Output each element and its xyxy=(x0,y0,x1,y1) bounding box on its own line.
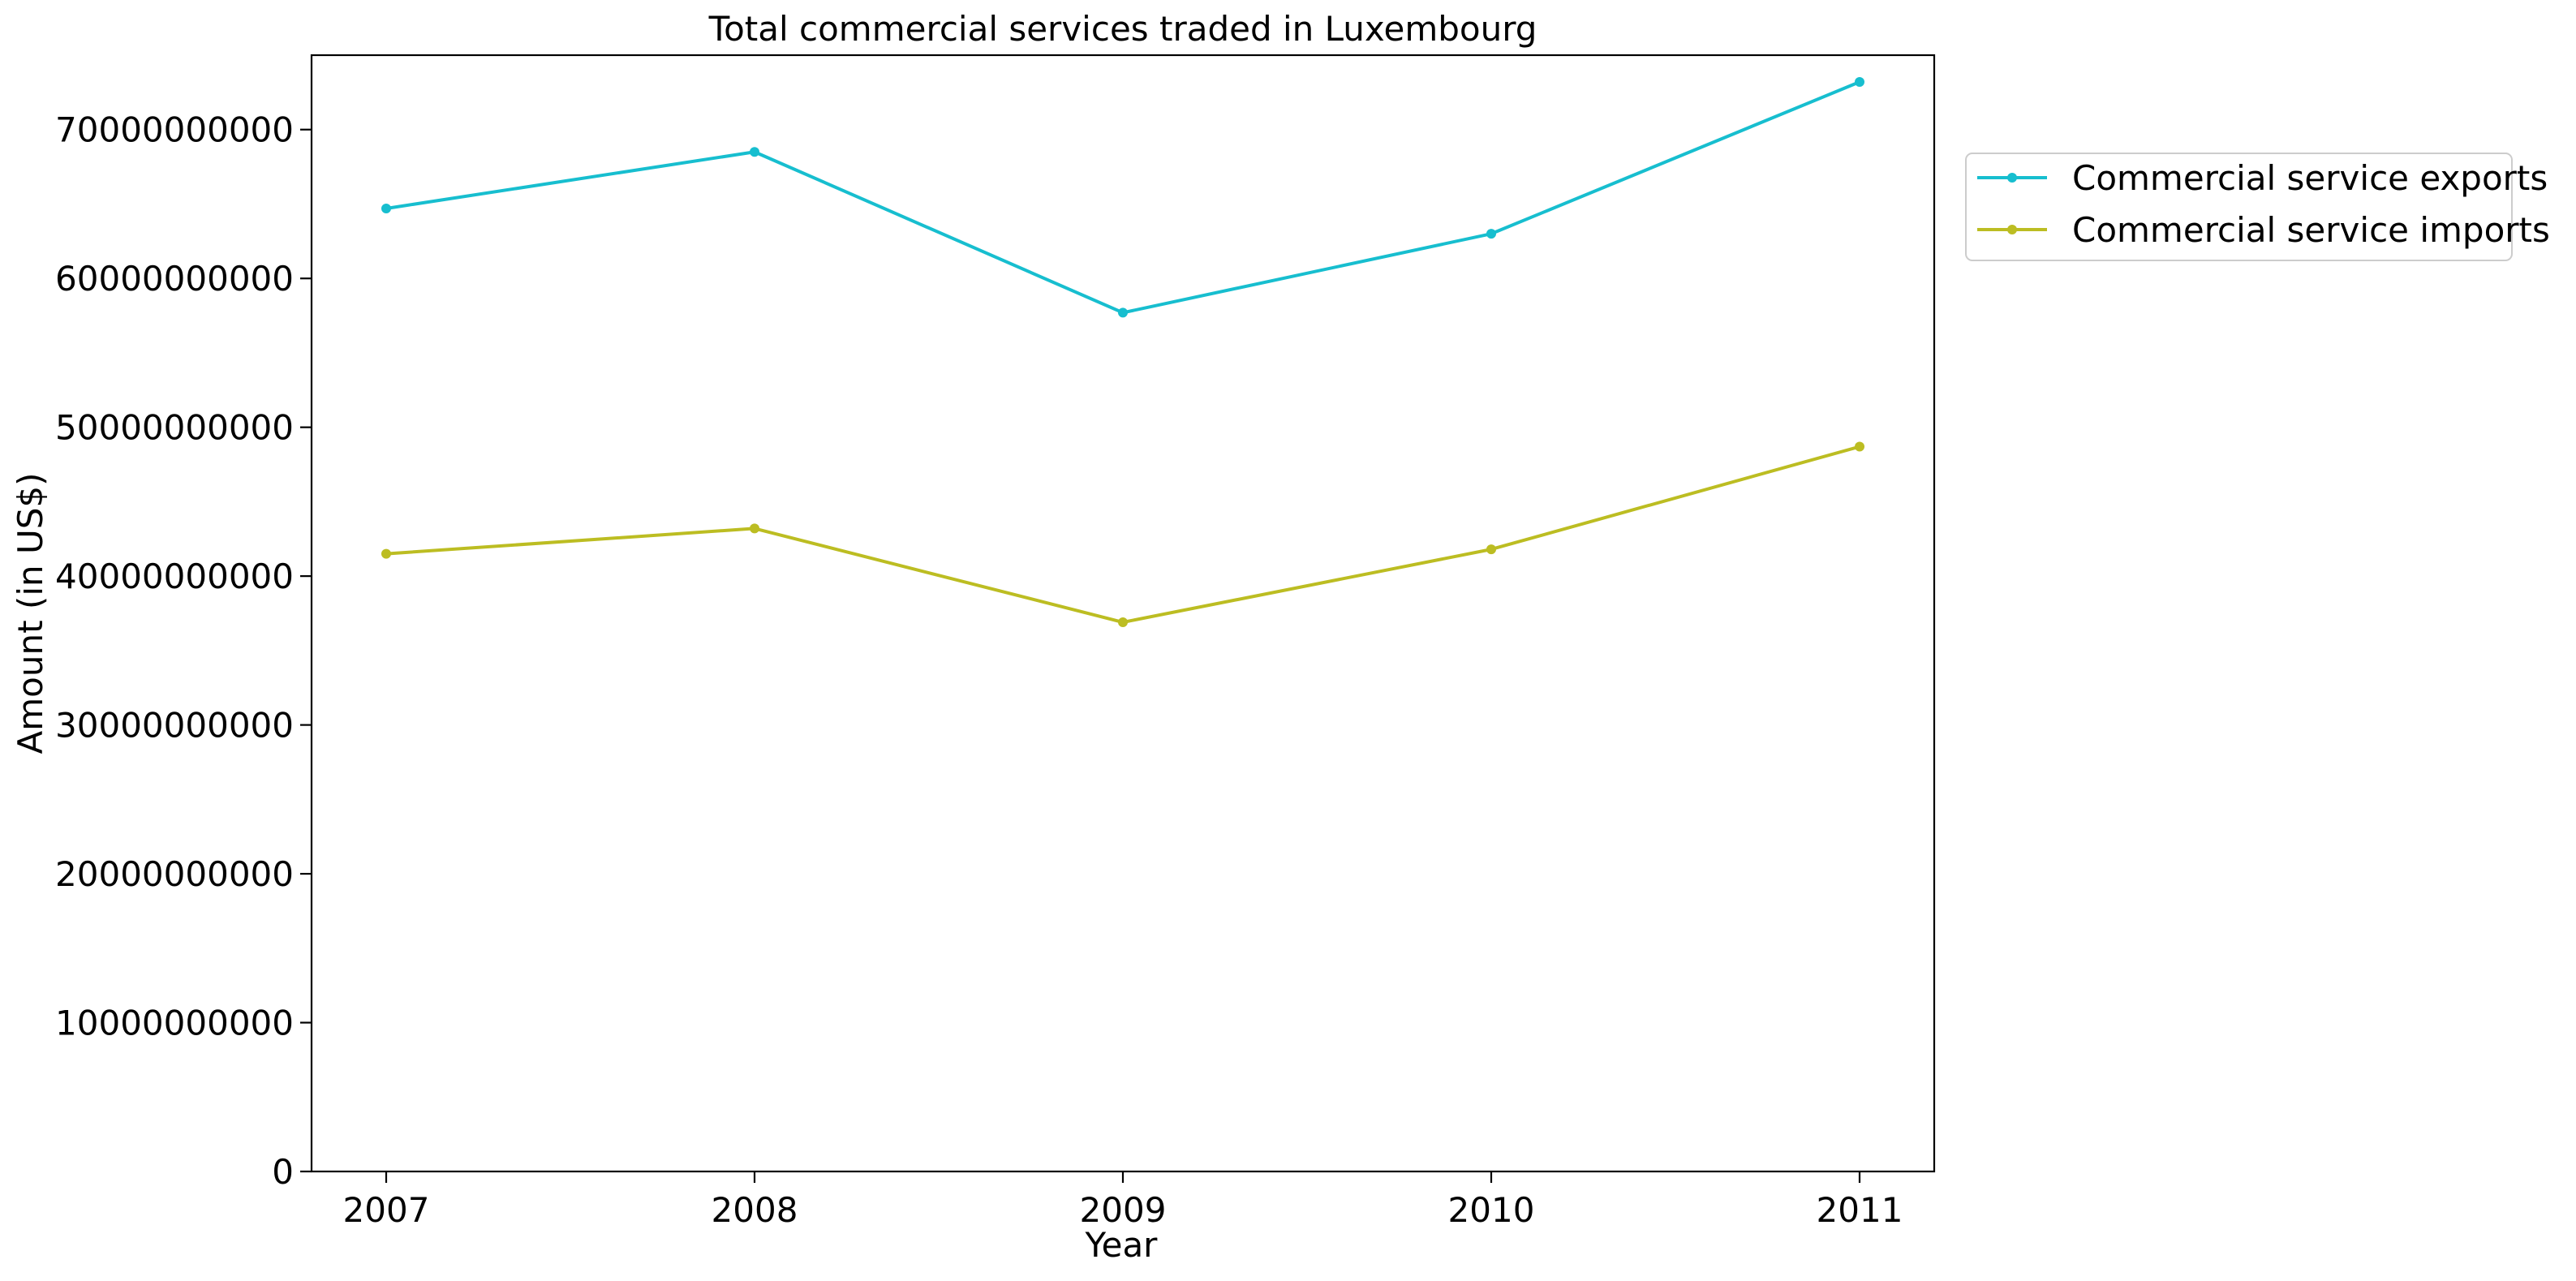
legend-exports-marker xyxy=(2007,173,2017,183)
x-tick-label: 2009 xyxy=(1080,1190,1167,1230)
x-axis-title: Year xyxy=(1085,1225,1159,1265)
data-point-exports xyxy=(381,203,391,213)
y-axis: 0 10000000000 20000000000 30000000000 400000… xyxy=(55,110,312,1192)
y-tick-label: 30000000000 xyxy=(55,706,294,746)
x-tick-label: 2011 xyxy=(1817,1190,1903,1230)
legend-imports-marker xyxy=(2007,225,2017,234)
y-tick-label: 50000000000 xyxy=(55,408,294,448)
legend-imports-label: Commercial service imports xyxy=(2072,210,2550,250)
data-point-exports xyxy=(1118,307,1128,318)
x-axis: 2007 2008 2009 2010 2011 xyxy=(343,1171,1903,1230)
y-tick-label: 0 xyxy=(272,1152,294,1192)
data-point-imports xyxy=(750,523,759,534)
y-tick-label: 60000000000 xyxy=(55,259,294,299)
data-point-exports xyxy=(1486,229,1496,239)
y-tick-label: 20000000000 xyxy=(55,854,294,894)
data-point-imports xyxy=(381,548,391,559)
chart-title: Total commercial services traded in Luxe… xyxy=(708,9,1537,49)
y-tick-label: 70000000000 xyxy=(55,110,294,150)
y-axis-title: Amount (in US$) xyxy=(11,473,50,754)
data-point-exports xyxy=(750,147,759,157)
legend-box xyxy=(1965,153,2513,261)
legend-exports-label: Commercial service exports xyxy=(2072,158,2548,198)
data-point-imports xyxy=(1855,441,1864,452)
y-tick-label: 10000000000 xyxy=(55,1004,294,1043)
data-point-imports xyxy=(1118,617,1128,628)
data-point-exports xyxy=(1855,77,1864,88)
series-layer xyxy=(381,77,1864,628)
x-tick-label: 2008 xyxy=(712,1190,798,1230)
x-tick-label: 2007 xyxy=(343,1190,430,1230)
y-tick-label: 40000000000 xyxy=(55,557,294,596)
legend: Commercial service exports Commercial se… xyxy=(1965,153,2550,261)
data-point-imports xyxy=(1486,544,1496,555)
x-tick-label: 2010 xyxy=(1448,1190,1535,1230)
